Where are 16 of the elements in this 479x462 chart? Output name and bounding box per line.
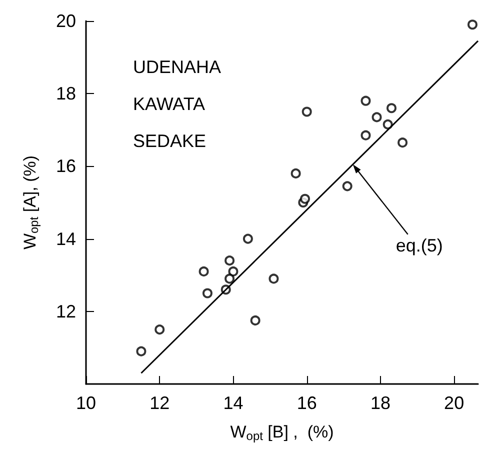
- y-axis-title: Wopt [A], (%): [20, 155, 41, 250]
- y-tick-label: 20: [56, 11, 76, 31]
- annotation: UDENAHA: [133, 57, 222, 77]
- y-tick-label: 14: [56, 228, 76, 249]
- annotation: SEDAKE: [133, 131, 206, 151]
- y-tick-label: 18: [56, 84, 76, 104]
- y-tick-label: 16: [56, 156, 76, 176]
- x-tick-label: 18: [370, 393, 390, 413]
- x-tick-label: 10: [76, 393, 96, 413]
- x-tick-label: 12: [150, 393, 170, 413]
- x-tick-label: 14: [223, 393, 244, 413]
- annotation: KAWATA: [133, 94, 205, 114]
- y-tick-label: 12: [56, 301, 76, 322]
- x-tick-label: 16: [296, 393, 317, 413]
- x-tick-label: 20: [444, 393, 464, 413]
- annotation: eq.(5): [396, 235, 443, 256]
